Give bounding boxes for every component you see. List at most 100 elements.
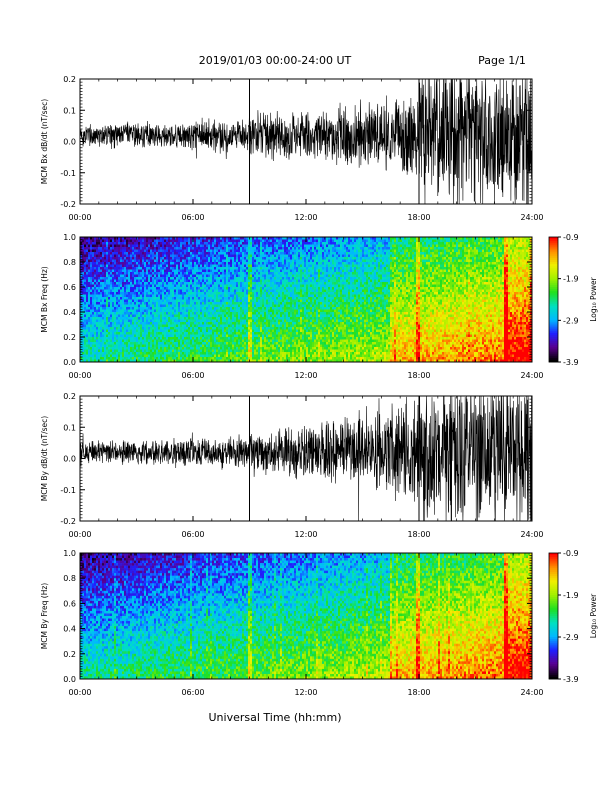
spectrogram-cell	[134, 272, 136, 275]
spectrogram-cell	[198, 290, 200, 293]
spectrogram-cell	[268, 312, 270, 315]
spectrogram-cell	[104, 252, 106, 255]
spectrogram-cell	[126, 297, 128, 300]
spectrogram-cell	[118, 292, 120, 295]
spectrogram-cell	[124, 327, 126, 330]
spectrogram-cell	[178, 262, 180, 265]
spectrogram-cell	[252, 312, 254, 315]
spectrogram-cell	[86, 267, 88, 270]
spectrogram-cell	[90, 340, 92, 343]
spectrogram-cell	[174, 267, 176, 270]
spectrogram-cell	[100, 280, 102, 283]
spectrogram-cell	[120, 355, 122, 358]
spectrogram-cell	[256, 342, 258, 345]
spectrogram-cell	[110, 297, 112, 300]
spectrogram-cell	[198, 342, 200, 345]
spectrogram-cell	[124, 267, 126, 270]
spectrogram-cell	[176, 287, 178, 290]
spectrogram-cell	[236, 310, 238, 313]
spectrogram-cell	[168, 285, 170, 288]
spectrogram-cell	[272, 290, 274, 293]
spectrogram-cell	[152, 315, 154, 318]
spectrogram-cell	[124, 287, 126, 290]
spectrogram-cell	[216, 320, 218, 323]
spectrogram-cell	[108, 347, 110, 350]
spectrogram-cell	[226, 242, 228, 245]
spectrogram-cell	[258, 330, 260, 333]
spectrogram-cell	[158, 327, 160, 330]
spectrogram-cell	[270, 350, 272, 353]
spectrogram-cell	[164, 337, 166, 340]
spectrogram-cell	[208, 307, 210, 310]
spectrogram-cell	[120, 322, 122, 325]
spectrogram-cell	[100, 347, 102, 350]
spectrogram-cell	[162, 265, 164, 268]
spectrogram-cell	[144, 242, 146, 245]
spectrogram-cell	[188, 350, 190, 353]
spectrogram-cell	[134, 317, 136, 320]
spectrogram-cell	[220, 350, 222, 353]
spectrogram-cell	[194, 340, 196, 343]
spectrogram-cell	[134, 295, 136, 298]
spectrogram-cell	[270, 270, 272, 273]
spectrogram-cell	[138, 255, 140, 258]
spectrogram-cell	[258, 267, 260, 270]
spectrogram-cell	[146, 275, 148, 278]
spectrogram-cell	[190, 297, 192, 300]
spectrogram-cell	[132, 335, 134, 338]
spectrogram-cell	[222, 287, 224, 290]
spectrogram-cell	[184, 257, 186, 260]
spectrogram-cell	[162, 262, 164, 265]
spectrogram-cell	[238, 275, 240, 278]
spectrogram-cell	[96, 300, 98, 303]
spectrogram-cell	[160, 300, 162, 303]
spectrogram-cell	[216, 352, 218, 355]
spectrogram-cell	[262, 317, 264, 320]
spectrogram-cell	[198, 295, 200, 298]
spectrogram-cell	[164, 275, 166, 278]
spectrogram-cell	[124, 320, 126, 323]
spectrogram-cell	[88, 252, 90, 255]
spectrogram-cell	[270, 337, 272, 340]
spectrogram-cell	[104, 347, 106, 350]
spectrogram-cell	[196, 335, 198, 338]
spectrogram-cell	[90, 332, 92, 335]
spectrogram-cell	[200, 350, 202, 353]
spectrogram-cell	[200, 292, 202, 295]
spectrogram-cell	[266, 257, 268, 260]
spectrogram-cell	[110, 252, 112, 255]
spectrogram-cell	[136, 242, 138, 245]
spectrogram-cell	[184, 357, 186, 360]
spectrogram-cell	[84, 257, 86, 260]
spectrogram-cell	[100, 250, 102, 253]
spectrogram-cell	[168, 302, 170, 305]
spectrogram-cell	[142, 305, 144, 308]
spectrogram-cell	[182, 315, 184, 318]
spectrogram-cell	[98, 282, 100, 285]
spectrogram-cell	[254, 332, 256, 335]
spectrogram-cell	[246, 295, 248, 298]
spectrogram-cell	[254, 357, 256, 360]
spectrogram-cell	[192, 277, 194, 280]
spectrogram-cell	[214, 282, 216, 285]
spectrogram-cell	[202, 265, 204, 268]
spectrogram-cell	[138, 262, 140, 265]
spectrogram-cell	[174, 260, 176, 263]
spectrogram-cell	[216, 267, 218, 270]
spectrogram-cell	[134, 292, 136, 295]
spectrogram-cell	[234, 340, 236, 343]
spectrogram-cell	[268, 290, 270, 293]
spectrogram-cell	[270, 310, 272, 313]
spectrogram-cell	[268, 272, 270, 275]
spectrogram-cell	[96, 355, 98, 358]
spectrogram-cell	[110, 337, 112, 340]
spectrogram-cell	[176, 312, 178, 315]
spectrogram-cell	[182, 280, 184, 283]
spectrogram-cell	[136, 297, 138, 300]
spectrogram-cell	[140, 337, 142, 340]
spectrogram-cell	[176, 270, 178, 273]
spectrogram-cell	[242, 330, 244, 333]
spectrogram-cell	[216, 250, 218, 253]
spectrogram-cell	[104, 270, 106, 273]
spectrogram-cell	[136, 240, 138, 243]
